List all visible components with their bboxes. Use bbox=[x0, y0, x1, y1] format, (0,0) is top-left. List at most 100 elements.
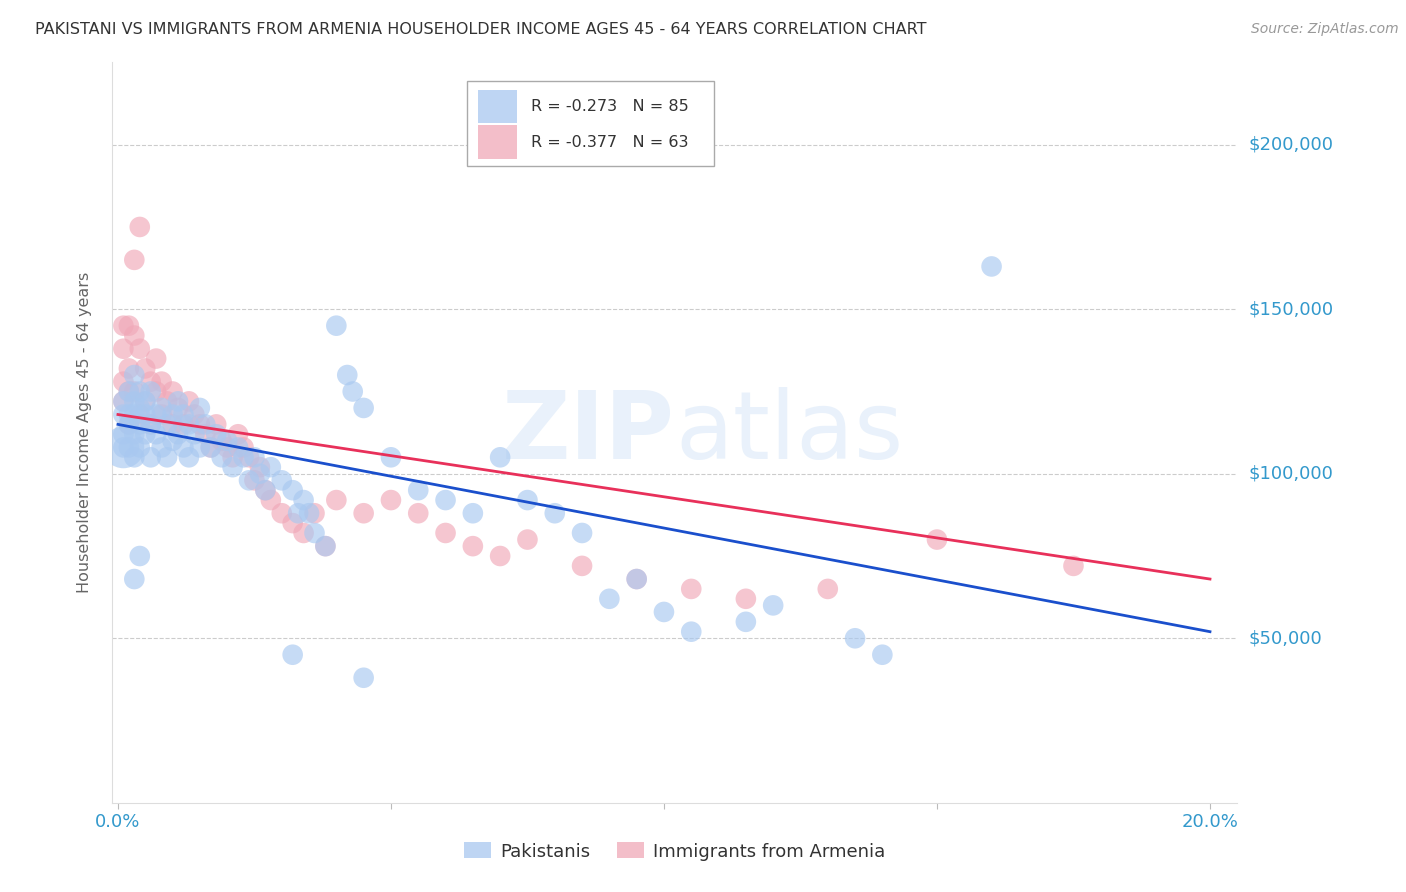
Point bbox=[406, 506, 429, 520]
Point bbox=[183, 408, 205, 422]
Point bbox=[124, 328, 146, 343]
Point bbox=[128, 342, 150, 356]
Point bbox=[325, 318, 347, 333]
Point bbox=[626, 572, 648, 586]
Point bbox=[145, 408, 167, 422]
Point bbox=[194, 417, 217, 432]
Point bbox=[281, 483, 304, 498]
Point bbox=[217, 434, 239, 448]
Point bbox=[380, 493, 402, 508]
Point bbox=[200, 441, 222, 455]
Point bbox=[162, 384, 184, 399]
Point bbox=[134, 361, 156, 376]
Point bbox=[124, 450, 146, 465]
Point bbox=[118, 384, 141, 399]
Point bbox=[249, 460, 271, 475]
Point bbox=[254, 483, 277, 498]
Point bbox=[238, 450, 260, 465]
Point bbox=[325, 493, 347, 508]
Point bbox=[243, 450, 266, 465]
Point bbox=[128, 441, 150, 455]
Point bbox=[281, 648, 304, 662]
Point bbox=[353, 506, 375, 520]
Text: $50,000: $50,000 bbox=[1249, 629, 1322, 648]
Point bbox=[598, 591, 620, 606]
Point bbox=[112, 375, 135, 389]
Point bbox=[681, 582, 703, 596]
Point bbox=[734, 591, 756, 606]
Point bbox=[162, 408, 184, 422]
Point bbox=[128, 549, 150, 563]
Point bbox=[200, 441, 222, 455]
Point bbox=[434, 493, 457, 508]
Point bbox=[118, 417, 141, 432]
Point bbox=[124, 252, 146, 267]
Point bbox=[314, 539, 336, 553]
Point bbox=[626, 572, 648, 586]
Point bbox=[194, 427, 217, 442]
Point bbox=[112, 342, 135, 356]
Point bbox=[112, 394, 135, 409]
Text: ZIP: ZIP bbox=[502, 386, 675, 479]
Point bbox=[145, 427, 167, 442]
Point bbox=[177, 417, 200, 432]
Text: $150,000: $150,000 bbox=[1249, 301, 1333, 318]
Legend: Pakistanis, Immigrants from Armenia: Pakistanis, Immigrants from Armenia bbox=[457, 835, 893, 868]
Point bbox=[128, 408, 150, 422]
Point bbox=[150, 441, 173, 455]
Point bbox=[112, 427, 135, 442]
Point bbox=[260, 493, 283, 508]
Point bbox=[118, 441, 141, 455]
Point bbox=[156, 394, 179, 409]
Point bbox=[489, 549, 512, 563]
Point bbox=[156, 417, 179, 432]
Point bbox=[461, 539, 484, 553]
Text: PAKISTANI VS IMMIGRANTS FROM ARMENIA HOUSEHOLDER INCOME AGES 45 - 64 YEARS CORRE: PAKISTANI VS IMMIGRANTS FROM ARMENIA HOU… bbox=[35, 22, 927, 37]
Point bbox=[211, 450, 233, 465]
Point bbox=[353, 671, 375, 685]
Point bbox=[145, 351, 167, 366]
Point bbox=[177, 394, 200, 409]
Point bbox=[134, 427, 156, 442]
FancyBboxPatch shape bbox=[478, 90, 517, 123]
Point bbox=[232, 441, 254, 455]
Point bbox=[124, 572, 146, 586]
Point bbox=[380, 450, 402, 465]
Point bbox=[118, 361, 141, 376]
Text: R = -0.377   N = 63: R = -0.377 N = 63 bbox=[531, 135, 689, 150]
Point bbox=[762, 599, 785, 613]
Point bbox=[167, 401, 190, 415]
Point bbox=[188, 417, 211, 432]
Point bbox=[249, 467, 271, 481]
Point bbox=[304, 526, 326, 541]
Point bbox=[139, 450, 162, 465]
Point bbox=[112, 408, 135, 422]
Point bbox=[124, 368, 146, 382]
Point bbox=[172, 408, 194, 422]
Point bbox=[150, 375, 173, 389]
Point bbox=[353, 401, 375, 415]
Point bbox=[124, 408, 146, 422]
Point bbox=[226, 427, 249, 442]
Point bbox=[139, 417, 162, 432]
Point bbox=[314, 539, 336, 553]
Point bbox=[118, 318, 141, 333]
Point bbox=[128, 401, 150, 415]
FancyBboxPatch shape bbox=[478, 126, 517, 159]
Point bbox=[342, 384, 364, 399]
Point bbox=[112, 394, 135, 409]
Point bbox=[205, 417, 228, 432]
Point bbox=[681, 624, 703, 639]
Point bbox=[118, 408, 141, 422]
Point bbox=[156, 450, 179, 465]
Point bbox=[150, 401, 173, 415]
Point bbox=[124, 394, 146, 409]
Point bbox=[112, 318, 135, 333]
Point bbox=[516, 493, 538, 508]
Point bbox=[238, 473, 260, 487]
Point bbox=[844, 632, 866, 646]
Point bbox=[167, 394, 190, 409]
Point bbox=[118, 384, 141, 399]
Point bbox=[211, 434, 233, 448]
Point bbox=[292, 493, 315, 508]
